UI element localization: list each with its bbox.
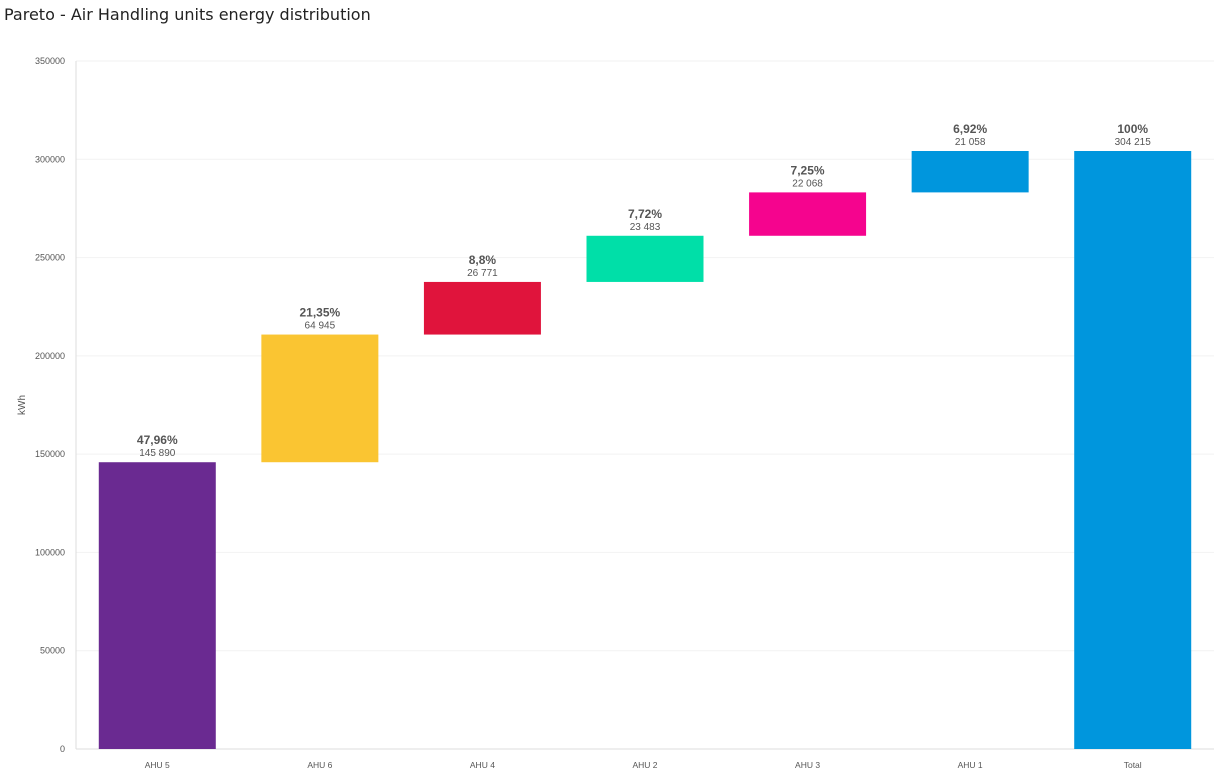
value-label: 64 945 [305,321,336,332]
bar-ahu-1[interactable] [911,151,1029,193]
bars [98,151,1192,749]
data-labels: 47,96%145 890 21,35%64 945 8,8%26 771 7,72%… [137,122,1151,459]
value-label: 21 058 [955,137,986,148]
bar-ahu-4[interactable] [423,281,541,335]
bar-total[interactable] [1074,151,1192,749]
x-tick-label: AHU 5 [145,760,170,770]
value-label: 22 068 [792,178,823,189]
x-axis-ticks: AHU 5 AHU 6 AHU 4 AHU 2 AHU 3 AHU 1 Total [145,760,1142,770]
grid-layer [75,60,1214,750]
chart-title: Pareto - Air Handling units energy distr… [4,5,371,24]
x-tick-label: AHU 1 [958,760,983,770]
percent-label: 47,96% [137,433,178,447]
percent-label: 8,8% [469,253,497,267]
value-label: 304 215 [1115,137,1152,148]
percent-label: 6,92% [953,122,987,136]
bar-ahu-2[interactable] [586,235,704,282]
y-tick-label: 350000 [35,56,65,66]
x-tick-label: AHU 4 [470,760,495,770]
value-label: 23 483 [630,222,661,233]
y-axis-title: kWh [17,395,28,415]
x-tick-label: AHU 3 [795,760,820,770]
value-label: 26 771 [467,268,498,279]
y-tick-label: 100000 [35,547,65,557]
x-tick-label: AHU 2 [632,760,657,770]
percent-label: 100% [1117,122,1148,136]
percent-label: 7,25% [791,163,825,177]
y-tick-label: 150000 [35,449,65,459]
y-tick-label: 50000 [40,646,65,656]
percent-label: 21,35% [300,306,341,320]
percent-label: 7,72% [628,207,662,221]
bar-ahu-6[interactable] [261,334,379,463]
y-tick-label: 200000 [35,351,65,361]
y-tick-label: 250000 [35,253,65,263]
y-tick-label: 0 [60,744,65,754]
bar-ahu-5[interactable] [98,462,216,749]
bar-ahu-3[interactable] [749,192,867,236]
y-axis-ticks: 0 50000 100000 150000 200000 250000 300000 3500… [35,56,65,754]
x-tick-label: Total [1124,760,1142,770]
x-tick-label: AHU 6 [307,760,332,770]
value-label: 145 890 [139,448,176,459]
y-tick-label: 300000 [35,154,65,164]
